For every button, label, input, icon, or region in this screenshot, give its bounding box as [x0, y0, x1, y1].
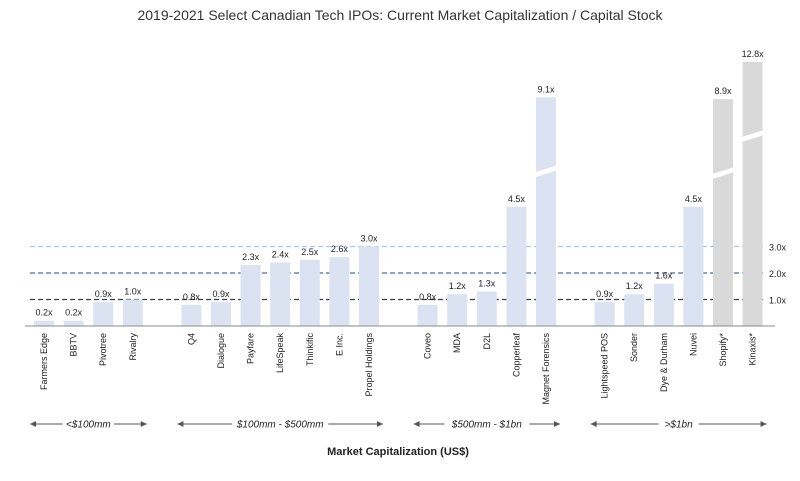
- bar: [447, 294, 468, 326]
- group-label: >$1bn: [665, 420, 694, 431]
- group-label: $100mm - $500mm: [236, 420, 324, 431]
- x-tick-label: Pivotree: [98, 333, 108, 366]
- x-tick-label: Dialogue: [216, 333, 226, 369]
- data-label: 0.2x: [35, 308, 53, 318]
- bar: [713, 99, 733, 327]
- arrow-head-right: [377, 421, 383, 427]
- x-tick-label: Rivalry: [128, 333, 138, 361]
- data-label: 0.9x: [95, 289, 113, 299]
- arrow-head-right: [140, 421, 147, 427]
- bar: [653, 283, 674, 326]
- x-tick-label: Copperleaf: [511, 333, 521, 378]
- data-label: 0.8x: [183, 292, 201, 302]
- bar: [329, 257, 350, 326]
- bar: [683, 206, 704, 326]
- data-label: 1.0x: [124, 287, 142, 297]
- x-tick-label: Kinaxis*: [748, 333, 758, 366]
- x-tick-label: Shopify*: [718, 333, 728, 367]
- data-label: 1.2x: [449, 281, 467, 291]
- arrow-head-left: [30, 421, 36, 427]
- bar: [594, 302, 615, 326]
- bar: [122, 299, 143, 326]
- arrow-head-right: [554, 421, 560, 427]
- x-tick-label: Lightspeed POS: [600, 333, 610, 399]
- data-label: 2.5x: [301, 247, 319, 257]
- x-tick-label: Coveo: [423, 333, 433, 359]
- bar: [624, 294, 645, 326]
- data-label: 2.6x: [331, 244, 349, 254]
- data-label: 1.2x: [626, 281, 644, 291]
- axis-break-mark: [535, 165, 557, 178]
- data-label: 0.9x: [596, 289, 614, 299]
- bar: [240, 265, 261, 326]
- bar: [506, 206, 527, 326]
- bar: [299, 259, 320, 326]
- x-tick-label: Nuvei: [688, 333, 698, 356]
- x-tick-label: BBTV: [69, 333, 79, 357]
- data-label: 4.5x: [508, 194, 526, 204]
- data-label: 2.3x: [242, 252, 260, 262]
- group-labels: <$100mm $100mm - $500mm $500mm - $1bn >$1bn: [30, 420, 767, 431]
- bars: 0.2x 0.2x 0.9x 1.0x 0.8x 0.9x 2.3x 2.4x 2.5x 2.6x…: [34, 49, 765, 327]
- bar: [536, 97, 556, 326]
- arrow-head-left: [413, 421, 420, 427]
- data-label: 2.4x: [272, 249, 290, 259]
- bar: [270, 262, 291, 326]
- chart-title: 2019-2021 Select Canadian Tech IPOs: Cur…: [137, 7, 663, 23]
- x-tick-label: Farmers Edge: [39, 333, 49, 390]
- x-tick-label: E Inc.: [334, 333, 344, 356]
- data-label: 1.3x: [478, 279, 496, 289]
- arrow-head-left: [177, 421, 184, 427]
- data-label: 0.8x: [419, 292, 437, 302]
- x-tick-label: Magnet Forensics: [541, 333, 551, 405]
- x-tick-label: D2L: [482, 333, 492, 350]
- data-label: 8.9x: [714, 86, 732, 96]
- bar: [34, 320, 54, 326]
- data-label: 3.0x: [360, 234, 378, 244]
- x-tick-label: Propel Holdings: [364, 333, 374, 397]
- arrow-head-right: [760, 421, 767, 427]
- bar: [181, 304, 202, 326]
- arrow-head-left: [590, 421, 597, 427]
- x-tick-label: Thinkific: [305, 333, 315, 367]
- reference-line-label: 3.0x: [769, 243, 787, 253]
- bar: [359, 246, 379, 326]
- data-label: 12.8x: [742, 49, 765, 59]
- data-label: 0.9x: [212, 289, 230, 299]
- data-label: 0.2x: [65, 308, 83, 318]
- reference-line-label: 2.0x: [769, 269, 787, 279]
- data-label: 1.6x: [655, 271, 673, 281]
- reference-line-label: 1.0x: [769, 296, 787, 306]
- bar: [417, 304, 438, 326]
- x-tick-label: Dye & Durham: [659, 333, 669, 392]
- x-tick-label: Sonder: [629, 333, 639, 362]
- axis-break-mark: [741, 130, 764, 142]
- bar: [211, 302, 231, 326]
- bar: [63, 320, 84, 326]
- bar: [476, 291, 497, 326]
- bar: [93, 302, 114, 326]
- data-label: 4.5x: [685, 194, 703, 204]
- x-tick-labels: Farmers Edge BBTV Pivotree Rivalry Q4 Dialogu…: [39, 333, 758, 405]
- x-tick-label: MDA: [452, 333, 462, 353]
- group-label: $500mm - $1bn: [451, 420, 522, 431]
- bar: [742, 62, 763, 326]
- group-label: <$100mm: [66, 420, 111, 431]
- x-tick-label: Q4: [186, 333, 196, 345]
- data-label: 9.1x: [537, 84, 555, 94]
- x-axis-title: Market Capitalization (US$): [327, 446, 469, 458]
- x-tick-label: Payfare: [246, 333, 256, 364]
- axis-break-mark: [712, 167, 734, 180]
- x-tick-label: LifeSpeak: [275, 333, 285, 374]
